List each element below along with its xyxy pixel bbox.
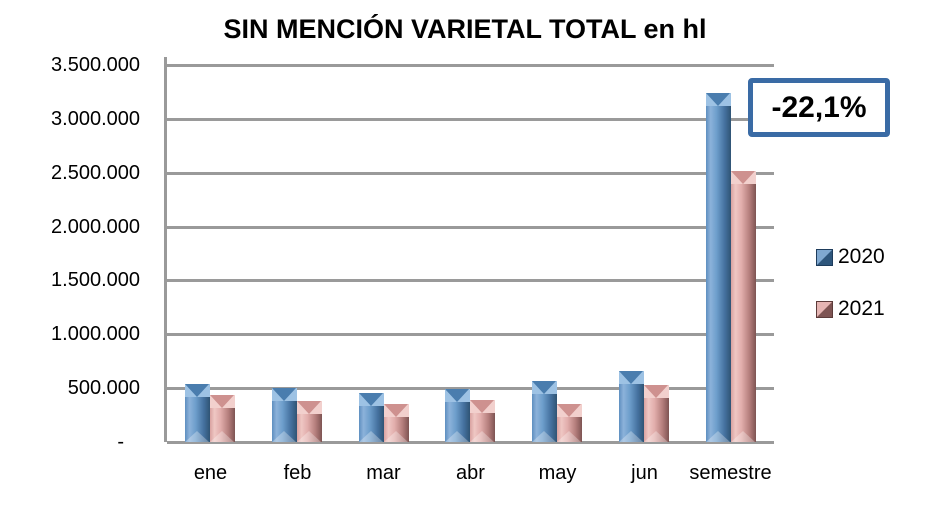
bar-top-bevel-triangle: [557, 404, 581, 417]
bar-bottom-bevel: [619, 431, 643, 442]
bar-2020-mar: [359, 393, 384, 442]
legend-label: 2021: [838, 297, 885, 320]
legend-marker-2020-icon: [816, 248, 833, 266]
change-annotation-label: -22,1%: [771, 90, 867, 124]
x-axis-label-semestre: semestre: [689, 462, 772, 484]
x-axis-label-jun: jun: [631, 462, 658, 484]
chart-title: SIN MENCIÓN VARIETAL TOTAL en hl: [223, 14, 707, 44]
bar-2021-feb: [297, 401, 322, 442]
gridline: [167, 64, 774, 67]
bar-top-bevel-triangle: [532, 381, 556, 394]
bar-bottom-bevel: [731, 431, 755, 442]
y-axis-line: [164, 57, 167, 442]
x-axis-label-feb: feb: [283, 462, 312, 484]
bar-2021-semestre: [731, 171, 756, 442]
y-axis-label: 3.000.000: [51, 108, 140, 130]
bar-top-bevel: [470, 400, 495, 413]
bar-bottom-bevel: [210, 431, 234, 442]
bar-2021-may: [557, 404, 582, 442]
bar-top-bevel: [706, 93, 731, 106]
x-axis-baseline: [167, 441, 774, 444]
x-axis-label-abr: abr: [456, 462, 485, 484]
bar-2021-jun: [644, 385, 669, 442]
plot-area: [167, 64, 774, 444]
bar-bottom-bevel: [557, 431, 581, 442]
bar-2020-ene: [185, 384, 210, 442]
x-axis-label-ene: ene: [193, 462, 228, 484]
gridline: [167, 387, 774, 390]
bar-2021-mar: [384, 404, 409, 442]
y-axis-label: 500.000: [67, 377, 140, 399]
legend-item-2020: 2020: [816, 245, 885, 269]
gridline: [167, 226, 774, 229]
bar-top-bevel: [272, 388, 297, 401]
bar-top-bevel: [359, 393, 384, 406]
bar-top-bevel: [384, 404, 409, 417]
bar-top-bevel: [297, 401, 322, 414]
bar-2021-abr: [470, 400, 495, 442]
bar-group-ene: [185, 65, 235, 442]
bar-2020-feb: [272, 388, 297, 442]
bar-bottom-bevel: [297, 431, 321, 442]
bar-2020-abr: [445, 389, 470, 442]
bar-group-semestre: [706, 65, 756, 442]
bar-top-bevel-triangle: [384, 404, 408, 417]
gridline: [167, 118, 774, 121]
bar-top-bevel: [731, 171, 756, 184]
legend-item-2021: 2021: [816, 297, 885, 321]
bar-group-feb: [272, 65, 322, 442]
bar-top-bevel-triangle: [470, 400, 494, 413]
bar-top-bevel: [445, 389, 470, 402]
bar-top-bevel-triangle: [706, 93, 730, 106]
gridline: [167, 333, 774, 336]
bar-top-bevel-triangle: [644, 385, 668, 398]
y-axis-label: -: [117, 431, 124, 453]
y-axis-label: 2.000.000: [51, 216, 140, 238]
bar-bottom-bevel: [644, 431, 668, 442]
bar-top-bevel-triangle: [272, 388, 296, 401]
x-axis-label-mar: mar: [366, 462, 401, 484]
bar-bottom-bevel: [384, 431, 408, 442]
bar-top-bevel: [619, 371, 644, 384]
bar-top-bevel-triangle: [210, 395, 234, 408]
bar-top-bevel-triangle: [297, 401, 321, 414]
bar-2020-jun: [619, 371, 644, 442]
bar-top-bevel-triangle: [445, 389, 469, 402]
bar-bottom-bevel: [706, 431, 730, 442]
bar-group-abr: [445, 65, 495, 442]
bar-bottom-bevel: [445, 431, 469, 442]
bar-2021-ene: [210, 395, 235, 442]
bar-top-bevel: [557, 404, 582, 417]
gridline: [167, 172, 774, 175]
bar-top-bevel-triangle: [185, 384, 209, 397]
y-axis-label: 1.000.000: [51, 323, 140, 345]
change-annotation: -22,1%: [748, 78, 890, 137]
bar-group-may: [532, 65, 582, 442]
bar-2020-may: [532, 381, 557, 442]
y-axis-label: 3.500.000: [51, 54, 140, 76]
bar-bottom-bevel: [272, 431, 296, 442]
legend-marker-2021-icon: [816, 300, 833, 318]
x-axis-label-may: may: [538, 462, 577, 484]
bar-top-bevel-triangle: [731, 171, 755, 184]
bar-bottom-bevel: [470, 431, 494, 442]
bar-bottom-bevel: [359, 431, 383, 442]
y-axis-label: 2.500.000: [51, 162, 140, 184]
bar-group-jun: [619, 65, 669, 442]
gridline: [167, 279, 774, 282]
bar-bottom-bevel: [532, 431, 556, 442]
bar-top-bevel: [644, 385, 669, 398]
bar-group-mar: [359, 65, 409, 442]
bar-top-bevel: [210, 395, 235, 408]
bar-top-bevel: [532, 381, 557, 394]
bar-top-bevel-triangle: [359, 393, 383, 406]
bar-bottom-bevel: [185, 431, 209, 442]
bar-top-bevel-triangle: [619, 371, 643, 384]
bar-2020-semestre: [706, 93, 731, 442]
legend-label: 2020: [838, 245, 885, 268]
bar-top-bevel: [185, 384, 210, 397]
y-axis-label: 1.500.000: [51, 269, 140, 291]
